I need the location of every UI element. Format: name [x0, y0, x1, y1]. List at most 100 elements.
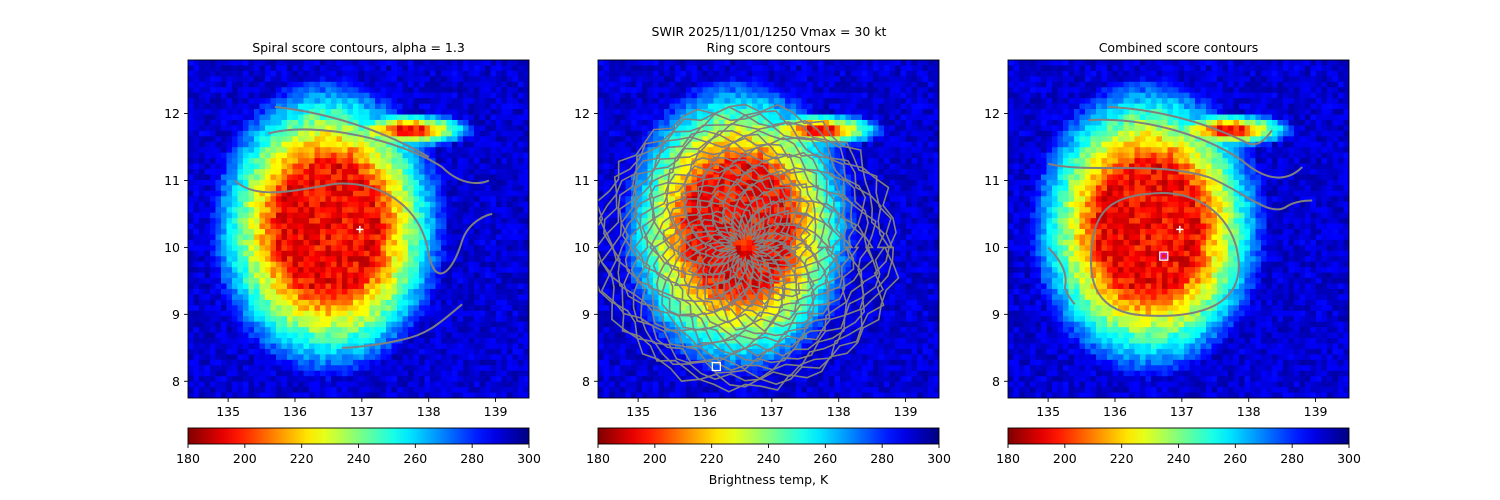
x-tick-label: 138	[1237, 404, 1261, 419]
y-tick-label: 10	[984, 240, 1000, 255]
contour-line	[694, 202, 793, 296]
contour-line	[664, 170, 827, 324]
axes-frame	[187, 59, 530, 399]
colorbar-tick-label: 180	[176, 451, 200, 466]
contour-line	[267, 128, 490, 185]
x-tick-label: 136	[1103, 404, 1127, 419]
score-contours	[234, 105, 493, 349]
contour-line	[611, 122, 879, 372]
y-tick-label: 8	[582, 374, 590, 389]
colorbar-tick-label: 240	[347, 451, 371, 466]
contour-line	[629, 137, 864, 358]
axes-frame	[597, 59, 940, 399]
colorbar: 180 200 220 240 260 280 300	[996, 427, 1361, 466]
contour-line	[691, 195, 798, 298]
y-tick-label: 8	[992, 374, 1000, 389]
y-tick-label: 12	[984, 106, 1000, 121]
contour-line	[598, 103, 900, 393]
y-tick-label: 12	[574, 106, 590, 121]
colorbar-tick-label: 280	[870, 451, 894, 466]
center-plus-marker	[1176, 225, 1184, 233]
contour-line	[633, 140, 858, 353]
colorbar-tick-label: 240	[757, 451, 781, 466]
panel-title: Ring score contours	[706, 40, 830, 55]
x-tick-label: 139	[484, 404, 508, 419]
contour-line	[274, 105, 430, 158]
colorbar: 180 200 220 240 260 280 300	[176, 427, 541, 466]
contour-line	[661, 166, 832, 329]
square-marker	[1159, 251, 1169, 261]
colorbar-tick-label: 220	[700, 451, 724, 466]
contour-line	[1088, 118, 1303, 179]
colorbar-tick-label: 200	[1053, 451, 1077, 466]
circle-marker	[1160, 252, 1168, 260]
x-tick-label: 136	[283, 404, 307, 419]
y-tick-label: 11	[984, 173, 1000, 188]
heatmap	[188, 60, 529, 398]
panel-title: Spiral score contours, alpha = 1.3	[252, 40, 465, 55]
x-tick-label: 136	[693, 404, 717, 419]
contour-line	[708, 212, 784, 283]
x-tick-label: 135	[1036, 404, 1060, 419]
colorbar-tick-label: 280	[1280, 451, 1304, 466]
y-tick-label: 10	[164, 240, 180, 255]
colorbar-tick-label: 260	[813, 451, 837, 466]
colorbar-tick-label: 240	[1167, 451, 1191, 466]
y-tick-label: 12	[164, 106, 180, 121]
y-tick-label: 8	[172, 374, 180, 389]
contour-line	[616, 129, 874, 371]
colorbar: 180 200 220 240 260 280 300 Brightness temp, K	[586, 427, 951, 487]
y-tick-label: 10	[574, 240, 590, 255]
score-contours	[1047, 105, 1313, 317]
x-tick-label: 139	[1304, 404, 1328, 419]
x-tick-label: 137	[350, 404, 374, 419]
contour-line	[621, 133, 871, 363]
x-tick-label: 137	[1170, 404, 1194, 419]
colorbar-tick-label: 260	[403, 451, 427, 466]
x-tick-label: 138	[417, 404, 441, 419]
y-tick-label: 9	[992, 307, 1000, 322]
colorbar-tick-label: 180	[586, 451, 610, 466]
contour-line	[643, 151, 851, 342]
contour-line	[1108, 105, 1273, 146]
contour-line	[653, 163, 838, 333]
panel-1: Spiral score contours, alpha = 1.3 135 136…	[164, 40, 541, 466]
contour-line	[600, 113, 890, 382]
contour-line	[341, 303, 463, 349]
colorbar-tick-label: 300	[927, 451, 951, 466]
y-tick-label: 9	[582, 307, 590, 322]
x-tick-label: 137	[760, 404, 784, 419]
contour-line	[1047, 162, 1313, 211]
contour-line	[684, 190, 806, 304]
x-tick-label: 135	[216, 404, 240, 419]
y-tick-label: 11	[164, 173, 180, 188]
colorbar-tick-label: 260	[1223, 451, 1247, 466]
contour-line	[1047, 246, 1076, 306]
contour-line	[234, 179, 493, 275]
contour-line	[716, 222, 773, 275]
colorbar-tick-label: 200	[643, 451, 667, 466]
panel-2: Ring score contours 135 136 137 138 139 8 9 10 11…	[574, 40, 951, 487]
colorbar-gradient	[187, 427, 530, 445]
y-tick-label: 9	[172, 307, 180, 322]
axes-frame	[1007, 59, 1350, 399]
contour-line	[1089, 192, 1240, 317]
colorbar-tick-label: 220	[290, 451, 314, 466]
contour-line	[606, 114, 886, 380]
contour-line	[703, 206, 790, 288]
heatmap	[1008, 60, 1349, 398]
panel-3: Combined score contours 135 136 137 138 139 8 9…	[984, 40, 1361, 466]
colorbar-label: Brightness temp, K	[709, 472, 829, 487]
colorbar-tick-label: 280	[460, 451, 484, 466]
suptitle: SWIR 2025/11/01/1250 Vmax = 30 kt	[652, 24, 887, 39]
square-marker	[711, 361, 721, 372]
x-tick-label: 139	[894, 404, 918, 419]
contour-line	[677, 182, 817, 312]
colorbar-tick-label: 300	[1337, 451, 1361, 466]
x-tick-label: 138	[827, 404, 851, 419]
colorbar-tick-label: 180	[996, 451, 1020, 466]
x-tick-label: 135	[626, 404, 650, 419]
contour-line	[649, 159, 842, 340]
colorbar-gradient	[597, 427, 940, 445]
